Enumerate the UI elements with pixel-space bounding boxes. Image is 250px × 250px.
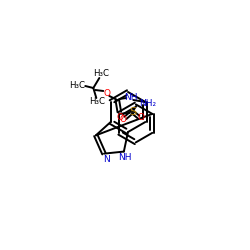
Text: O: O xyxy=(104,90,111,98)
Text: NH: NH xyxy=(124,94,138,102)
Text: NH₂: NH₂ xyxy=(139,100,156,108)
Text: H₃C: H₃C xyxy=(93,70,109,78)
Text: O: O xyxy=(138,114,145,122)
Text: H₃C: H₃C xyxy=(89,98,105,106)
Text: H₃C: H₃C xyxy=(69,82,85,90)
Text: O: O xyxy=(120,116,127,124)
Text: N: N xyxy=(104,155,110,164)
Text: NH: NH xyxy=(118,153,132,162)
Text: S: S xyxy=(129,107,136,117)
Text: O: O xyxy=(117,112,124,122)
